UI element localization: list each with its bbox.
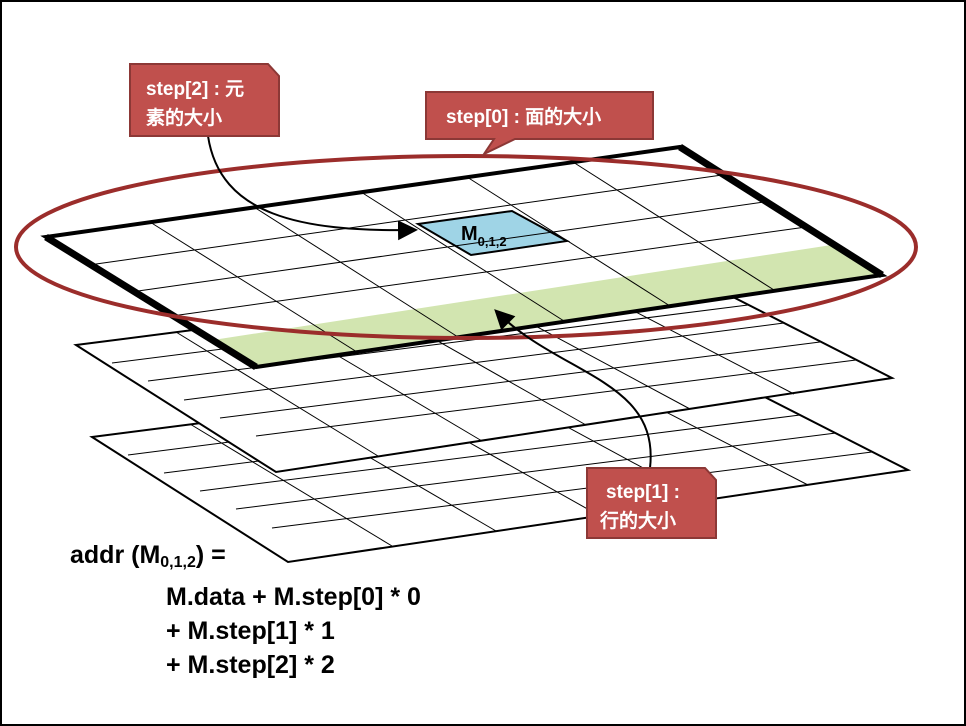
svg-text:step[0] : 面的大小: step[0] : 面的大小 (446, 105, 601, 128)
arrow-step2 (207, 135, 418, 241)
callout-step1: step[1] : 行的大小 (586, 467, 717, 539)
address-formula: addr (M0,1,2) = M.data + M.step[0] * 0 +… (70, 538, 421, 682)
formula-line-1: addr (M0,1,2) = (70, 541, 226, 571)
formula-line-4: + M.step[2] * 2 (166, 651, 335, 679)
svg-text:step[2] : 元: step[2] : 元 (146, 79, 244, 100)
plane-ellipse (14, 154, 918, 340)
formula-line-2: M.data + M.step[0] * 0 (166, 583, 421, 611)
arrow-step1 (494, 309, 652, 469)
svg-text:行的大小: 行的大小 (599, 509, 676, 532)
formula-line-3: + M.step[1] * 1 (166, 617, 335, 645)
element-label: M0,1,2 (461, 223, 507, 249)
svg-text:step[1] :: step[1] : (606, 482, 680, 503)
svg-text:素的大小: 素的大小 (146, 106, 222, 129)
callout-step0: step[0] : 面的大小 (425, 91, 654, 157)
callout-step2: step[2] : 元 素的大小 (129, 63, 280, 137)
